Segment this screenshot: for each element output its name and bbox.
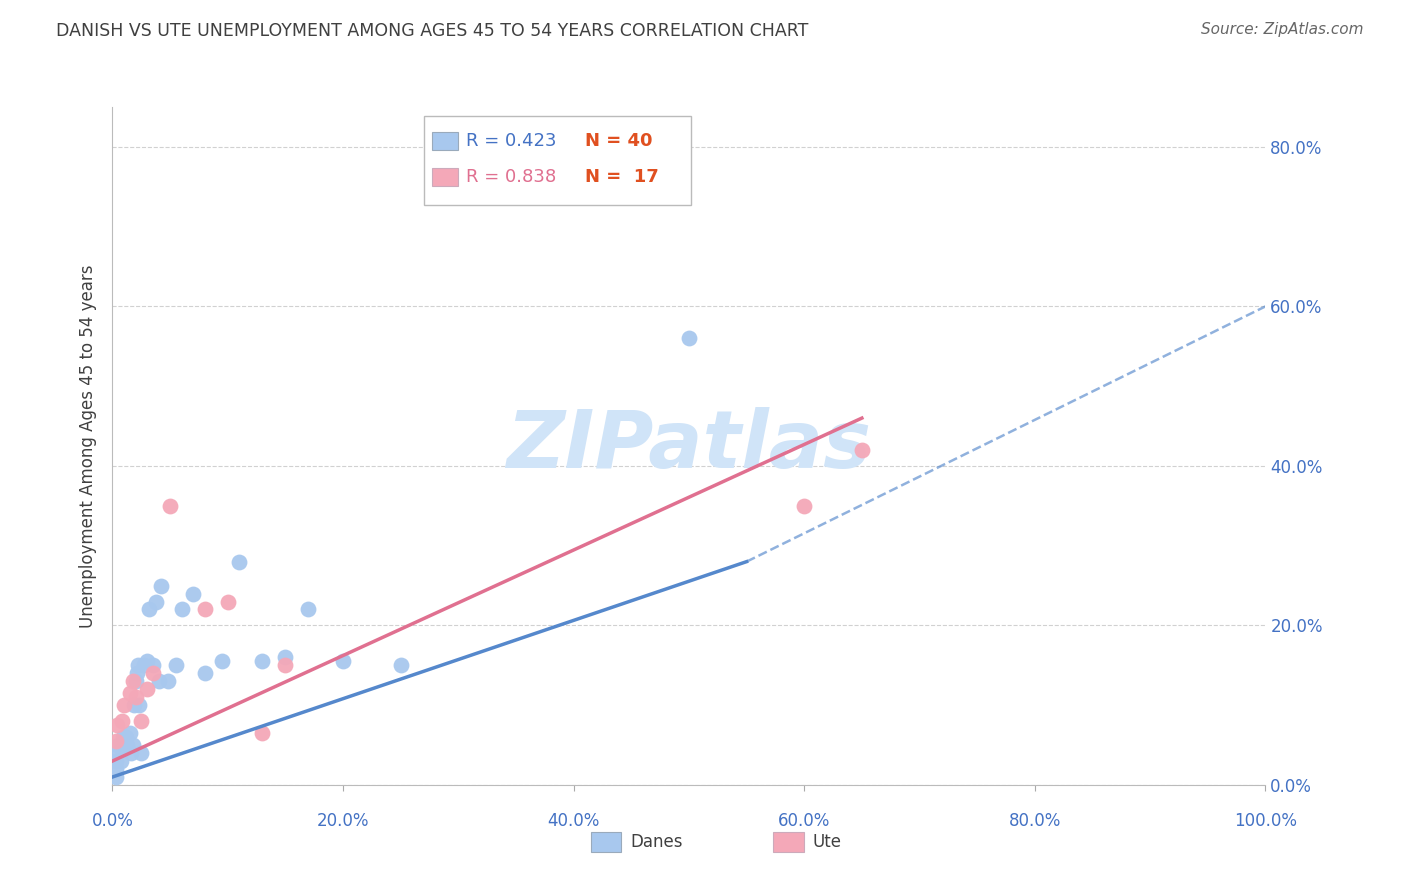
Text: Ute: Ute: [813, 833, 842, 851]
Point: [111, 714, 134, 728]
Point: [194, 602, 217, 616]
Point: [274, 650, 297, 665]
Point: [117, 738, 139, 752]
Point: [122, 674, 145, 689]
Point: [105, 718, 128, 732]
Point: [142, 666, 165, 681]
Y-axis label: Unemployment Among Ages 45 to 54 years: Unemployment Among Ages 45 to 54 years: [79, 264, 97, 628]
Text: N = 40: N = 40: [585, 132, 652, 150]
Point: [115, 730, 138, 744]
Point: [124, 690, 146, 705]
Point: [104, 734, 127, 748]
Point: [252, 726, 274, 740]
Text: 20.0%: 20.0%: [316, 812, 370, 830]
Text: 100.0%: 100.0%: [1234, 812, 1296, 830]
Text: Danes: Danes: [630, 833, 682, 851]
Point: [111, 730, 134, 744]
Point: [124, 698, 146, 713]
Point: [165, 658, 187, 673]
Point: [120, 746, 142, 760]
Point: [107, 738, 129, 752]
Point: [112, 698, 135, 713]
Point: [128, 698, 150, 713]
Point: [145, 594, 167, 608]
Point: [793, 499, 815, 513]
Point: [148, 674, 170, 689]
Text: R = 0.838: R = 0.838: [465, 168, 557, 186]
Point: [112, 742, 135, 756]
Point: [678, 331, 700, 345]
Point: [389, 658, 412, 673]
Point: [136, 682, 159, 697]
Point: [104, 762, 127, 776]
Point: [252, 654, 274, 668]
Point: [156, 674, 179, 689]
Text: R = 0.423: R = 0.423: [465, 132, 557, 150]
Point: [217, 594, 239, 608]
Text: N =  17: N = 17: [585, 168, 659, 186]
Point: [138, 602, 160, 616]
Point: [274, 658, 297, 673]
Text: 0.0%: 0.0%: [91, 812, 134, 830]
Point: [111, 742, 134, 756]
Point: [125, 666, 148, 681]
Point: [851, 442, 873, 457]
Text: 60.0%: 60.0%: [778, 812, 831, 830]
Point: [104, 770, 127, 784]
Point: [122, 738, 145, 752]
Point: [110, 754, 132, 768]
Point: [118, 686, 141, 700]
Point: [129, 714, 153, 728]
Point: [170, 602, 193, 616]
Point: [129, 746, 153, 760]
Point: [132, 658, 155, 673]
Point: [105, 746, 128, 760]
Point: [104, 754, 127, 768]
Point: [332, 654, 354, 668]
Point: [127, 658, 149, 673]
Text: 80.0%: 80.0%: [1008, 812, 1062, 830]
Text: Source: ZipAtlas.com: Source: ZipAtlas.com: [1201, 22, 1364, 37]
Point: [118, 726, 141, 740]
Point: [211, 654, 233, 668]
Point: [149, 578, 172, 592]
Point: [228, 555, 250, 569]
Point: [181, 586, 204, 600]
Point: [142, 658, 165, 673]
Text: DANISH VS UTE UNEMPLOYMENT AMONG AGES 45 TO 54 YEARS CORRELATION CHART: DANISH VS UTE UNEMPLOYMENT AMONG AGES 45…: [56, 22, 808, 40]
Point: [159, 499, 181, 513]
Point: [297, 602, 319, 616]
Point: [194, 666, 217, 681]
Text: 40.0%: 40.0%: [547, 812, 600, 830]
Text: ZIPatlas: ZIPatlas: [506, 407, 872, 485]
Point: [136, 654, 159, 668]
Point: [124, 674, 146, 689]
